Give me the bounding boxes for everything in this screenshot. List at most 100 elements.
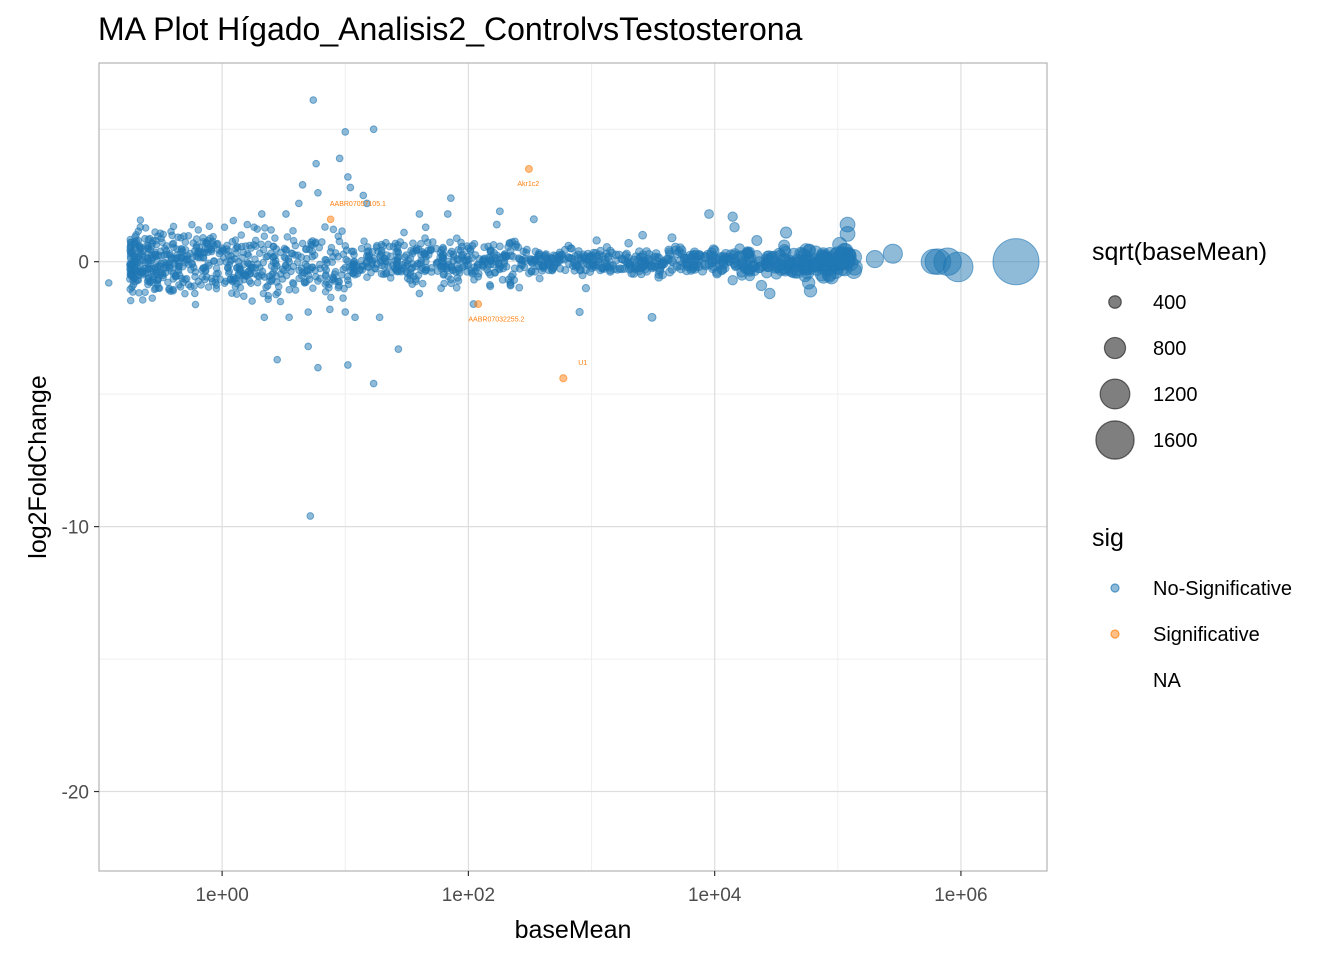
point-cloud <box>736 258 747 270</box>
point-cloud <box>539 262 548 271</box>
y-axis-title: log2FoldChange <box>24 375 52 558</box>
point-cloud <box>500 259 508 268</box>
point-cloud <box>215 249 224 258</box>
point-no-significative <box>506 281 515 290</box>
point-cloud <box>308 263 316 272</box>
point-cloud <box>412 244 421 253</box>
point-cloud <box>169 239 178 248</box>
point-cloud <box>689 262 700 273</box>
point-cloud <box>126 285 134 294</box>
point-no-significative <box>240 292 248 300</box>
gene-label: AABR07032255.2 <box>468 316 524 323</box>
point-cloud <box>418 279 427 288</box>
point-no-significative <box>492 220 501 229</box>
point-cloud <box>307 238 315 247</box>
point-cloud <box>373 241 381 250</box>
point-cloud <box>339 294 347 302</box>
point-cloud <box>259 289 268 298</box>
point-cloud <box>247 279 255 287</box>
point-cloud <box>194 277 203 286</box>
point-cloud <box>309 284 317 293</box>
point-cloud <box>248 297 256 305</box>
point-cloud <box>515 283 524 292</box>
point-cloud <box>400 241 409 250</box>
point-cloud <box>617 264 627 274</box>
point-no-significative <box>751 234 763 247</box>
point-cloud <box>452 283 461 292</box>
point-cloud <box>507 272 516 281</box>
point-cloud <box>253 225 262 233</box>
point-cloud <box>280 253 289 261</box>
y-tick-label: 0 <box>78 253 89 274</box>
point-cloud <box>310 251 319 260</box>
point-cloud <box>148 251 156 259</box>
point-cloud <box>271 252 279 261</box>
point-cloud <box>194 226 203 234</box>
point-cloud <box>658 270 668 280</box>
point-no-significative <box>704 209 714 219</box>
point-no-significative <box>369 379 378 388</box>
point-cloud <box>455 268 464 277</box>
point-cloud <box>232 274 241 283</box>
annotations: Akr1c2 AABR07057105.1 AABR07032255.2 U1 <box>330 181 587 367</box>
point-cloud <box>212 284 221 293</box>
point-no-significative <box>359 191 368 200</box>
point-cloud <box>283 263 292 272</box>
point-cloud <box>257 240 265 249</box>
point-cloud <box>291 286 300 294</box>
point-no-significative <box>304 342 313 351</box>
point-no-significative <box>763 287 776 300</box>
point-cloud <box>133 276 142 284</box>
point-cloud <box>588 260 598 269</box>
legend-size-title: sqrt(baseMean) <box>1092 238 1267 266</box>
point-cloud <box>188 220 196 229</box>
point-cloud <box>363 243 372 251</box>
point-cloud <box>216 257 224 266</box>
point-cloud <box>227 252 235 260</box>
point-cloud <box>509 252 518 261</box>
point-cloud <box>421 234 429 242</box>
point-cloud <box>220 223 229 232</box>
x-axis-title: baseMean <box>515 916 632 944</box>
panel-background <box>99 63 1047 871</box>
point-cloud <box>486 282 495 291</box>
x-tick-label: 1e+00 <box>195 885 248 906</box>
point-no-significative <box>421 223 430 232</box>
point-cloud <box>704 259 715 270</box>
point-cloud <box>636 269 646 279</box>
point-cloud <box>331 267 340 276</box>
point-cloud <box>327 243 336 252</box>
point-cloud <box>131 258 139 266</box>
point-cloud <box>360 237 368 246</box>
point-cloud <box>152 265 160 274</box>
point-cloud <box>426 245 435 254</box>
point-cloud <box>406 254 415 263</box>
point-cloud <box>237 265 245 274</box>
point-cloud <box>428 238 437 246</box>
point-no-significative <box>839 225 856 242</box>
point-no-significative <box>346 183 355 192</box>
point-no-significative <box>351 313 359 322</box>
point-no-significative <box>314 363 322 372</box>
point-no-significative <box>312 159 320 168</box>
point-cloud <box>521 256 530 265</box>
point-cloud <box>289 280 298 288</box>
point-no-significative <box>104 279 113 287</box>
point-cloud <box>408 263 417 272</box>
point-significative <box>524 164 533 173</box>
legend-size: sqrt(baseMean) 400 800 1200 1600 <box>1092 238 1267 460</box>
point-cloud <box>342 255 350 264</box>
point-cloud <box>208 239 217 248</box>
point-no-significative <box>564 241 573 250</box>
point-no-significative <box>132 265 140 274</box>
point-cloud <box>417 258 425 267</box>
chart-title: MA Plot Hígado_Analisis2_ControlvsTestos… <box>98 11 803 47</box>
point-cloud <box>271 259 280 268</box>
point-cloud <box>774 249 787 262</box>
point-no-significative <box>298 181 307 189</box>
point-cloud <box>244 251 253 260</box>
point-cloud <box>439 263 448 272</box>
point-cloud <box>729 248 740 259</box>
point-cloud <box>312 272 320 281</box>
point-cloud <box>316 264 324 273</box>
